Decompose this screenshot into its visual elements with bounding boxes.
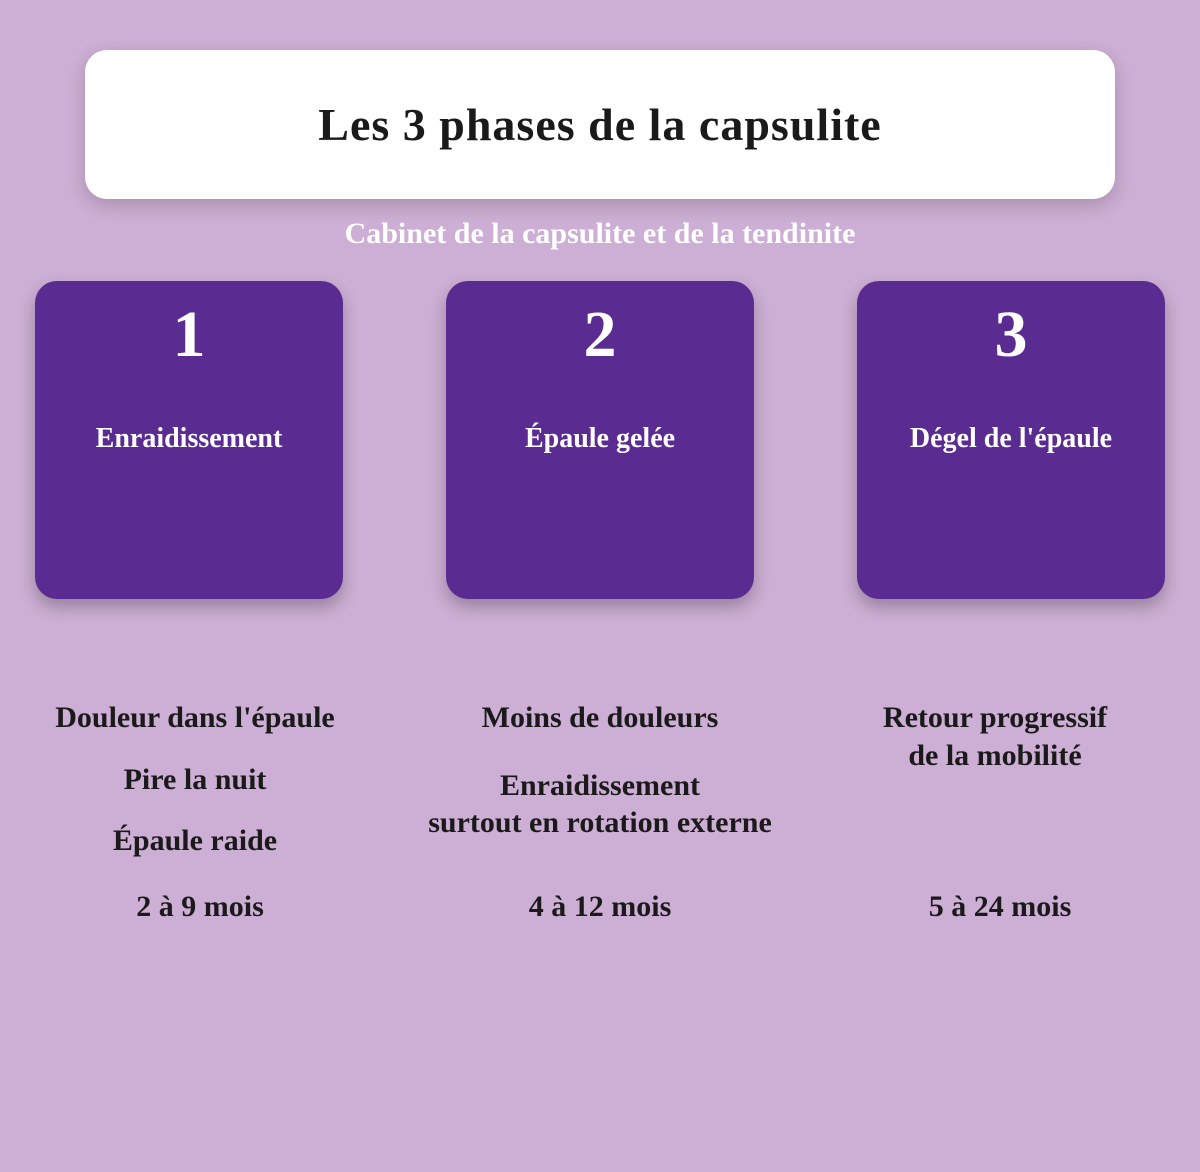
duration-row: 2 à 9 mois 4 à 12 mois 5 à 24 mois: [0, 890, 1200, 924]
symptom-text: Enraidissementsurtout en rotation extern…: [410, 767, 790, 842]
symptom-text: Douleur dans l'épaule: [0, 699, 390, 737]
phase-number: 3: [995, 297, 1028, 373]
details-col-1: Douleur dans l'épaule Pire la nuit Épaul…: [0, 699, 400, 884]
duration-text: 2 à 9 mois: [0, 890, 400, 924]
symptom-text: Pire la nuit: [0, 761, 390, 799]
phase-card-3: 3 Dégel de l'épaule: [857, 281, 1165, 599]
symptom-text: Retour progressifde la mobilité: [800, 699, 1190, 774]
page-title: Les 3 phases de la capsulite: [105, 98, 1095, 151]
details-row: Douleur dans l'épaule Pire la nuit Épaul…: [0, 699, 1200, 884]
phase-number: 2: [584, 297, 617, 373]
duration-text: 5 à 24 mois: [800, 890, 1200, 924]
subtitle: Cabinet de la capsulite et de la tendini…: [0, 217, 1200, 251]
phase-label: Dégel de l'épaule: [900, 423, 1122, 455]
phase-card-2: 2 Épaule gelée: [446, 281, 754, 599]
symptom-text: Épaule raide: [0, 822, 390, 860]
phase-cards-row: 1 Enraidissement 2 Épaule gelée 3 Dégel …: [0, 281, 1200, 599]
phase-number: 1: [173, 297, 206, 373]
duration-text: 4 à 12 mois: [400, 890, 800, 924]
details-col-2: Moins de douleurs Enraidissementsurtout …: [400, 699, 800, 884]
title-panel: Les 3 phases de la capsulite: [85, 50, 1115, 199]
phase-label: Enraidissement: [86, 423, 293, 455]
details-col-3: Retour progressifde la mobilité: [800, 699, 1200, 884]
phase-label: Épaule gelée: [515, 423, 685, 455]
phase-card-1: 1 Enraidissement: [35, 281, 343, 599]
symptom-text: Moins de douleurs: [410, 699, 790, 737]
